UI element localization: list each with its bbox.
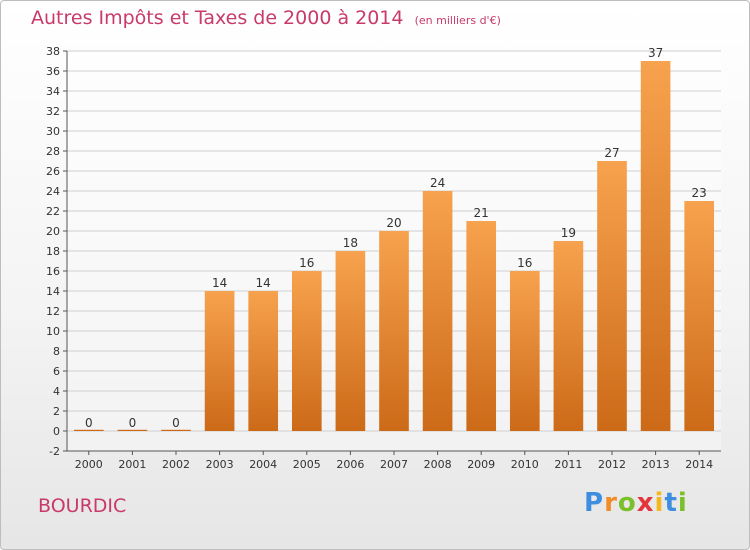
bar <box>379 231 409 431</box>
data-label: 18 <box>343 236 358 250</box>
bar <box>291 271 322 431</box>
data-label: 14 <box>212 276 227 290</box>
bar <box>553 241 584 431</box>
y-tick-label: 34 <box>46 85 60 98</box>
bar <box>466 221 497 431</box>
y-tick-label: 8 <box>53 345 60 358</box>
y-tick-label: 24 <box>46 185 60 198</box>
bar <box>640 61 671 431</box>
bar <box>248 291 279 431</box>
y-tick-label: 30 <box>46 125 60 138</box>
logo-letter: t <box>664 488 678 518</box>
data-label: 16 <box>517 256 532 270</box>
x-tick-label: 2010 <box>511 458 539 471</box>
logo-letter: o <box>617 488 637 518</box>
y-tick-label: 38 <box>46 45 60 58</box>
logo-letter: x <box>636 488 655 518</box>
chart-title-row: Autres Impôts et Taxes de 2000 à 2014 (e… <box>31 7 501 29</box>
x-tick-label: 2003 <box>206 458 234 471</box>
data-label: 14 <box>256 276 271 290</box>
logo-letter: i <box>654 488 665 518</box>
y-tick-label: 0 <box>53 425 60 438</box>
x-tick-label: 2012 <box>598 458 626 471</box>
y-tick-label: 22 <box>46 205 60 218</box>
bar <box>117 429 148 431</box>
x-tick-label: 2014 <box>685 458 713 471</box>
bar <box>73 429 104 431</box>
y-tick-label: 2 <box>53 405 60 418</box>
x-tick-label: 2006 <box>336 458 364 471</box>
logo-letter: P <box>584 488 605 518</box>
y-tick-label: 10 <box>46 325 60 338</box>
x-tick-label: 2013 <box>642 458 670 471</box>
bar <box>161 429 191 431</box>
data-label: 16 <box>299 256 314 270</box>
x-tick-label: 2009 <box>467 458 495 471</box>
y-tick-label: 20 <box>46 225 60 238</box>
y-tick-label: 12 <box>46 305 60 318</box>
data-label: 37 <box>648 46 663 60</box>
x-tick-label: 2005 <box>293 458 321 471</box>
x-tick-label: 2000 <box>75 458 103 471</box>
y-tick-label: 18 <box>46 245 60 258</box>
y-tick-label: 6 <box>53 365 60 378</box>
y-tick-label: 26 <box>46 165 60 178</box>
chart-unit: (en milliers d'€) <box>414 14 501 27</box>
data-label: 23 <box>692 186 707 200</box>
logo-letter: r <box>604 488 618 518</box>
y-tick-label: 28 <box>46 145 60 158</box>
data-label: 0 <box>85 416 93 430</box>
x-tick-label: 2001 <box>118 458 146 471</box>
data-label: 19 <box>561 226 576 240</box>
data-label: 21 <box>474 206 489 220</box>
data-label: 0 <box>129 416 137 430</box>
data-label: 20 <box>386 216 401 230</box>
data-label: 0 <box>172 416 180 430</box>
bar <box>422 191 453 431</box>
data-label: 24 <box>430 176 445 190</box>
bar <box>335 251 366 431</box>
y-tick-label: 36 <box>46 65 60 78</box>
x-tick-label: 2008 <box>424 458 452 471</box>
chart-title: Autres Impôts et Taxes de 2000 à 2014 <box>31 7 404 29</box>
proxiti-logo: Proxiti <box>584 488 688 518</box>
y-tick-label: 4 <box>53 385 60 398</box>
y-tick-label: 32 <box>46 105 60 118</box>
data-label: 27 <box>604 146 619 160</box>
y-tick-label: 16 <box>46 265 60 278</box>
y-tick-label: 14 <box>46 285 60 298</box>
y-tick-label: -2 <box>49 445 60 458</box>
x-tick-label: 2007 <box>380 458 408 471</box>
x-tick-label: 2011 <box>554 458 582 471</box>
x-tick-label: 2004 <box>249 458 277 471</box>
commune-name: BOURDIC <box>38 495 127 517</box>
logo-letter: i <box>677 488 688 518</box>
bar <box>597 161 627 431</box>
bar <box>204 291 235 431</box>
bar <box>684 201 715 431</box>
x-tick-label: 2002 <box>162 458 190 471</box>
bar <box>509 271 540 431</box>
